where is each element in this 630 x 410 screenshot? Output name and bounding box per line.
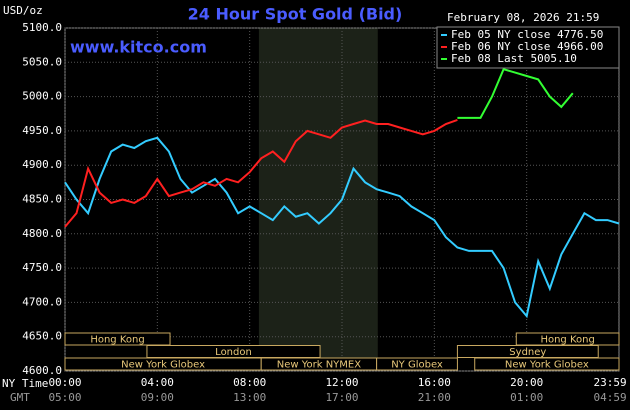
y-tick-label: 4900.0 (22, 158, 62, 171)
x-tick-label: 04:00 (141, 376, 174, 389)
y-tick-label: 4600.0 (22, 364, 62, 377)
y-tick-label: 4650.0 (22, 330, 62, 343)
x-tick-label-gmt: 13:00 (233, 391, 266, 404)
series-line (457, 67, 574, 119)
x-tick-label-gmt: 21:00 (418, 391, 451, 404)
x-tick-label: 23:59 (593, 376, 626, 389)
session-bar (64, 332, 171, 346)
x-tick-label: 08:00 (233, 376, 266, 389)
watermark: www.kitco.com (70, 38, 207, 57)
legend-label: Feb 08 Last 5005.10 (451, 52, 577, 65)
session-label: New York NYMEX (277, 360, 362, 371)
y-tick-label: 5000.0 (22, 90, 62, 103)
y-tick-label: 4950.0 (22, 124, 62, 137)
session-bar (474, 357, 620, 371)
x-tick-label-gmt: 09:00 (141, 391, 174, 404)
x-row-label: GMT (10, 391, 30, 404)
legend-box (436, 26, 620, 69)
y-tick-label: 5100.0 (22, 21, 62, 34)
y-tick-label: 5050.0 (22, 55, 62, 68)
y-tick-label: 4750.0 (22, 261, 62, 274)
legend-label: Feb 06 NY close 4966.00 (451, 40, 603, 53)
y-tick-label: 4850.0 (22, 193, 62, 206)
session-label: Sydney (509, 347, 546, 358)
x-tick-label-gmt: 01:00 (510, 391, 543, 404)
unit-label: USD/oz (3, 4, 43, 17)
y-tick-label: 4700.0 (22, 295, 62, 308)
x-tick-label: 16:00 (418, 376, 451, 389)
x-row-label: NY Time (2, 377, 48, 390)
x-tick-label: 00:00 (48, 376, 81, 389)
session-label: New York Globex (121, 360, 205, 371)
series-line (64, 118, 458, 228)
legend-label: Feb 05 NY close 4776.50 (451, 28, 603, 41)
series-line (64, 136, 620, 319)
session-label: Hong Kong (540, 335, 594, 346)
session-label: Hong Kong (90, 335, 144, 346)
session-label: New York Globex (505, 360, 589, 371)
x-tick-label-gmt: 04:59 (593, 391, 626, 404)
session-bar (376, 357, 458, 371)
x-tick-label-gmt: 17:00 (325, 391, 358, 404)
timestamp: February 08, 2026 21:59 (447, 11, 599, 24)
session-label: NY Globex (391, 360, 443, 371)
x-tick-label-gmt: 05:00 (48, 391, 81, 404)
session-label: London (215, 347, 252, 358)
y-tick-label: 4800.0 (22, 227, 62, 240)
x-tick-label: 20:00 (510, 376, 543, 389)
chart-title: 24 Hour Spot Gold (Bid) (188, 5, 403, 24)
x-tick-label: 12:00 (325, 376, 358, 389)
